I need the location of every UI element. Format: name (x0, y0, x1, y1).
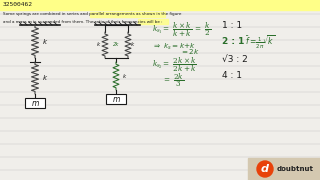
Text: 4 : 1: 4 : 1 (222, 71, 242, 80)
Text: $k_{s_2}=\ \dfrac{2k \times k}{2k+k}$: $k_{s_2}=\ \dfrac{2k \times k}{2k+k}$ (152, 56, 197, 74)
Text: $\bar{f}=\!\frac{1}{2\pi}\!\sqrt{k}$: $\bar{f}=\!\frac{1}{2\pi}\!\sqrt{k}$ (245, 33, 275, 51)
Text: 1 : 1: 1 : 1 (222, 21, 242, 30)
FancyBboxPatch shape (0, 0, 320, 10)
Text: k: k (97, 42, 100, 46)
Text: k: k (43, 39, 47, 45)
Text: and a mass m is suspended from them. The ratio of their frequencies will be :: and a mass m is suspended from them. The… (3, 19, 163, 24)
Text: √3 : 2: √3 : 2 (222, 55, 248, 64)
FancyBboxPatch shape (106, 94, 126, 104)
Text: m: m (31, 98, 39, 107)
Text: $k_{s_1}=\ \dfrac{k \times k}{k+k}\ =\ \dfrac{k}{2}$: $k_{s_1}=\ \dfrac{k \times k}{k+k}\ =\ \… (152, 21, 211, 39)
Text: 32500462: 32500462 (3, 3, 33, 8)
Text: k: k (43, 75, 47, 81)
Text: m: m (112, 94, 120, 103)
Text: k: k (131, 42, 134, 46)
Circle shape (257, 161, 273, 177)
Text: $=\ \dfrac{2k}{3}$: $=\ \dfrac{2k}{3}$ (162, 71, 184, 89)
FancyBboxPatch shape (248, 158, 320, 180)
Text: 2 : 1: 2 : 1 (222, 37, 244, 46)
Text: Some springs are combined in series and parallel arrangements as shown in the fi: Some springs are combined in series and … (3, 12, 181, 17)
Text: $=2k$: $=2k$ (180, 48, 200, 57)
FancyBboxPatch shape (138, 19, 168, 24)
Text: 2k: 2k (113, 42, 119, 48)
FancyBboxPatch shape (90, 12, 165, 17)
Text: k: k (123, 73, 126, 78)
FancyBboxPatch shape (25, 98, 45, 108)
Text: doubtnut: doubtnut (277, 166, 314, 172)
Text: d: d (261, 164, 269, 174)
Text: $\Rightarrow\ k_s = k\!+\!k$: $\Rightarrow\ k_s = k\!+\!k$ (152, 42, 196, 52)
